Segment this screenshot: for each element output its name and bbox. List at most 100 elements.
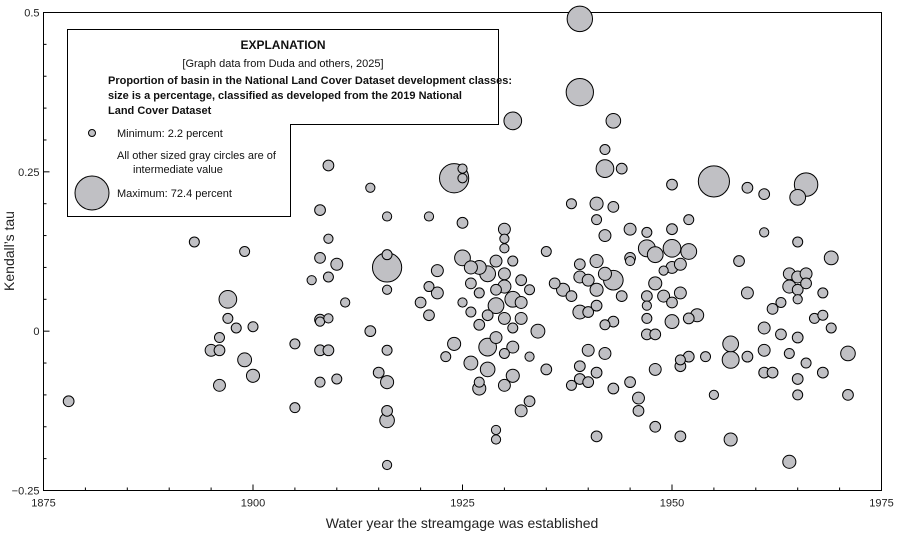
data-point xyxy=(649,420,662,433)
data-point xyxy=(697,165,730,198)
data-point xyxy=(565,198,577,210)
data-point xyxy=(218,289,238,309)
data-point xyxy=(566,5,594,33)
data-point xyxy=(490,283,502,296)
data-point xyxy=(783,347,795,359)
data-point xyxy=(721,350,740,369)
data-point xyxy=(473,318,486,331)
data-point xyxy=(245,368,261,383)
data-point xyxy=(414,296,427,309)
data-point xyxy=(497,267,511,281)
data-point xyxy=(213,378,226,392)
data-point xyxy=(556,282,571,297)
data-point xyxy=(666,296,678,309)
data-point xyxy=(816,366,829,379)
data-point xyxy=(674,430,687,443)
data-point xyxy=(457,297,468,308)
y-tick-label: −0.25 xyxy=(12,486,40,498)
data-point xyxy=(473,376,485,388)
data-point xyxy=(239,246,251,257)
data-point xyxy=(314,376,326,388)
data-point xyxy=(322,271,334,283)
data-point xyxy=(607,201,620,213)
data-point xyxy=(489,254,503,268)
data-point xyxy=(591,214,603,226)
data-point xyxy=(792,294,803,305)
y-tick-label: 0.5 xyxy=(24,8,39,20)
x-tick-label: 1875 xyxy=(31,498,55,510)
data-point xyxy=(340,297,351,308)
data-point xyxy=(514,296,528,309)
data-point xyxy=(757,321,771,335)
data-point xyxy=(607,382,620,395)
legend-source: [Graph data from Duda and others, 2025] xyxy=(182,58,383,70)
data-point xyxy=(523,395,536,408)
data-point xyxy=(454,249,471,267)
data-point xyxy=(364,325,377,338)
data-point xyxy=(515,274,528,287)
data-point xyxy=(605,113,622,129)
data-point xyxy=(791,331,804,344)
legend-min-circle xyxy=(88,129,96,137)
data-point xyxy=(640,290,653,302)
data-point xyxy=(381,211,393,222)
data-point xyxy=(322,344,335,357)
data-point xyxy=(237,352,253,368)
data-point xyxy=(497,311,511,325)
data-point xyxy=(666,223,678,236)
data-point xyxy=(680,243,698,260)
data-point xyxy=(757,343,771,357)
data-point xyxy=(825,322,837,334)
data-point xyxy=(840,345,856,362)
data-point xyxy=(314,204,326,216)
data-point xyxy=(487,297,505,315)
data-point xyxy=(478,337,497,357)
data-point xyxy=(800,357,812,369)
data-point xyxy=(766,366,779,379)
data-point xyxy=(641,312,653,324)
data-point xyxy=(423,281,435,293)
data-point xyxy=(322,159,335,172)
data-point xyxy=(682,312,695,325)
data-point xyxy=(306,275,317,286)
legend: EXPLANATION [Graph data from Duda and ot… xyxy=(67,29,512,217)
data-point xyxy=(666,178,678,191)
data-point xyxy=(381,284,393,295)
data-point xyxy=(489,331,503,345)
data-point xyxy=(499,233,510,244)
data-point xyxy=(590,430,603,443)
data-point xyxy=(490,434,502,445)
data-point xyxy=(481,309,494,322)
data-point xyxy=(817,287,829,299)
data-point xyxy=(381,344,393,356)
data-point xyxy=(430,264,444,278)
data-point xyxy=(503,111,523,131)
data-point xyxy=(792,389,804,401)
data-point xyxy=(506,340,520,354)
data-point xyxy=(789,188,807,206)
data-point xyxy=(775,296,787,308)
data-point xyxy=(457,173,468,184)
legend-max-label: Maximum: 72.4 percent xyxy=(117,188,232,200)
data-point xyxy=(465,306,477,318)
data-point xyxy=(381,249,393,261)
y-tick-label: 0 xyxy=(33,326,39,338)
data-point xyxy=(423,211,435,222)
data-point xyxy=(632,404,645,417)
data-point xyxy=(648,362,662,376)
data-point xyxy=(507,255,519,267)
data-point xyxy=(589,254,604,269)
data-point xyxy=(479,361,496,378)
data-point xyxy=(648,276,663,291)
data-point xyxy=(530,323,546,339)
data-point xyxy=(590,366,603,379)
data-point xyxy=(62,395,75,408)
data-point xyxy=(524,351,535,362)
data-point xyxy=(565,379,577,391)
legend-description-line-1: Proportion of basin in the National Land… xyxy=(108,75,512,87)
data-point xyxy=(598,347,612,360)
data-point xyxy=(380,375,395,390)
data-point xyxy=(615,162,628,175)
data-point xyxy=(817,309,829,321)
data-point xyxy=(423,309,435,322)
